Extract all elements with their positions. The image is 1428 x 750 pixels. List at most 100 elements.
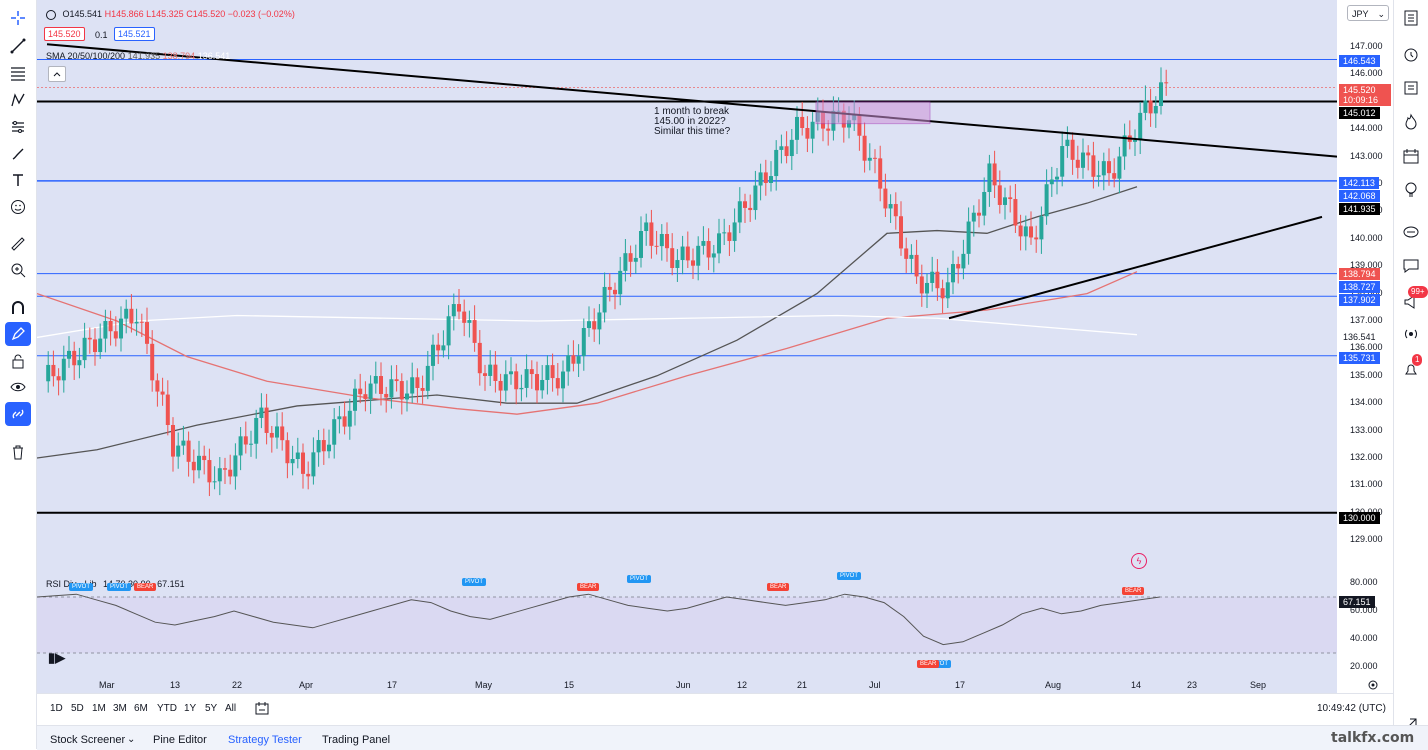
candle-body bbox=[1112, 173, 1117, 179]
pattern-icon[interactable] bbox=[5, 88, 31, 112]
candle-body bbox=[1091, 155, 1096, 177]
chats-icon[interactable] bbox=[1398, 254, 1424, 278]
left-drawing-toolbar bbox=[0, 0, 37, 749]
fib-retracement-icon[interactable] bbox=[5, 61, 31, 85]
range-5y[interactable]: 5Y bbox=[205, 703, 218, 714]
sell-price-chip[interactable]: 145.520 bbox=[44, 27, 85, 41]
candle-body bbox=[77, 360, 82, 366]
sma100-line bbox=[36, 314, 1138, 339]
price-chart[interactable] bbox=[36, 0, 1338, 693]
candle-body bbox=[425, 365, 430, 391]
range-ytd[interactable]: YTD bbox=[157, 703, 177, 714]
candle-body bbox=[566, 355, 571, 372]
eye-icon[interactable] bbox=[5, 375, 31, 399]
chart-pane[interactable]: 1 month to break 145.00 in 2022? Similar… bbox=[36, 0, 1338, 693]
clock-timezone[interactable]: 10:49:42 (UTC) bbox=[1317, 703, 1386, 714]
calendar-icon[interactable] bbox=[1398, 144, 1424, 168]
hotlist-flame-icon[interactable] bbox=[1398, 110, 1424, 134]
collapse-legend-button[interactable] bbox=[48, 66, 66, 82]
zoom-in-icon[interactable] bbox=[5, 258, 31, 282]
streams-icon[interactable] bbox=[1398, 220, 1424, 244]
candle-body bbox=[306, 473, 311, 477]
candle-body bbox=[1164, 82, 1169, 84]
range-1m[interactable]: 1M bbox=[92, 703, 106, 714]
candle-body bbox=[1138, 112, 1143, 141]
sync-drawings-icon[interactable] bbox=[5, 402, 31, 426]
data-window-icon[interactable] bbox=[1398, 76, 1424, 100]
buy-price-chip[interactable]: 145.521 bbox=[114, 27, 155, 41]
chart-annotation-text[interactable]: 1 month to break 145.00 in 2022? Similar… bbox=[654, 106, 731, 137]
price-label-142068: 142.068 bbox=[1339, 190, 1380, 202]
range-5d[interactable]: 5D bbox=[71, 703, 84, 714]
candle-body bbox=[810, 121, 815, 139]
candle-body bbox=[514, 371, 519, 390]
currency-select[interactable]: JPY ⌄ bbox=[1347, 5, 1389, 21]
candle-body bbox=[1122, 135, 1127, 157]
crosshair-icon[interactable] bbox=[5, 6, 31, 30]
candle-body bbox=[654, 245, 659, 247]
candle-body bbox=[550, 365, 555, 379]
range-3m[interactable]: 3M bbox=[113, 703, 127, 714]
candle-body bbox=[1049, 179, 1054, 185]
candle-body bbox=[685, 246, 690, 261]
price-tick-label: 135.000 bbox=[1350, 369, 1383, 380]
broadcast-icon[interactable] bbox=[1398, 322, 1424, 346]
stay-in-drawing-mode-icon[interactable] bbox=[5, 322, 31, 346]
highlight-box bbox=[815, 101, 931, 125]
trend-line-icon[interactable] bbox=[5, 34, 31, 58]
candle-body bbox=[98, 338, 103, 353]
rsi-tick-label: 80.000 bbox=[1350, 577, 1378, 587]
tab-strategy-tester[interactable]: Strategy Tester bbox=[228, 734, 302, 746]
ideas-lightbulb-icon[interactable] bbox=[1398, 178, 1424, 202]
date-range-bar: 1D 5D 1M 3M 6M YTD 1Y 5Y All 10:49:42 (U… bbox=[37, 693, 1393, 724]
candle-body bbox=[555, 378, 560, 389]
sma50-value: 138.794 bbox=[162, 51, 196, 61]
candle-body bbox=[618, 270, 623, 295]
tradingview-logo-icon[interactable]: ▮▶ bbox=[48, 650, 66, 665]
candle-body bbox=[358, 388, 363, 395]
candle-body bbox=[607, 286, 612, 290]
trash-icon[interactable] bbox=[5, 440, 31, 464]
candle-body bbox=[992, 163, 997, 186]
prediction-icon[interactable] bbox=[5, 115, 31, 139]
candle-body bbox=[961, 253, 966, 269]
sma-legend-label: SMA 20/50/100/200 bbox=[46, 51, 126, 61]
range-all[interactable]: All bbox=[225, 703, 237, 714]
range-6m[interactable]: 6M bbox=[134, 703, 148, 714]
chevron-down-icon[interactable]: ⌄ bbox=[127, 734, 136, 745]
candle-body bbox=[789, 139, 794, 157]
brush-icon[interactable] bbox=[5, 142, 31, 166]
ohlc-high: H145.866 bbox=[104, 9, 144, 19]
ruler-icon[interactable] bbox=[5, 232, 31, 256]
range-1d[interactable]: 1D bbox=[50, 703, 63, 714]
candle-body bbox=[919, 276, 924, 294]
go-to-date-icon[interactable] bbox=[255, 701, 269, 720]
candle-body bbox=[1153, 105, 1158, 114]
notifications-megaphone-icon[interactable] bbox=[1398, 290, 1424, 314]
settings-gear-icon[interactable] bbox=[1367, 678, 1379, 696]
tab-stock-screener[interactable]: Stock Screener bbox=[50, 734, 126, 746]
tab-trading-panel[interactable]: Trading Panel bbox=[322, 734, 391, 746]
candle-body bbox=[1117, 156, 1122, 179]
emoji-icon[interactable] bbox=[5, 195, 31, 219]
alerts-bell-icon[interactable] bbox=[1398, 358, 1424, 382]
price-axis[interactable]: 147.000146.000145.000144.000143.000142.0… bbox=[1337, 0, 1393, 693]
watchlist-icon[interactable] bbox=[1398, 6, 1424, 30]
rsi-tick-label: 20.000 bbox=[1350, 661, 1378, 671]
lightning-icon[interactable]: ϟ bbox=[1131, 553, 1147, 569]
price-tick-label: 137.000 bbox=[1350, 315, 1383, 325]
candle-body bbox=[883, 188, 888, 209]
rsi-legend-value: 67.151 bbox=[157, 579, 185, 589]
chevron-up-icon bbox=[53, 72, 61, 77]
range-1y[interactable]: 1Y bbox=[184, 703, 197, 714]
candle-body bbox=[982, 191, 987, 216]
alarm-clock-icon[interactable] bbox=[1398, 42, 1424, 66]
magnet-icon[interactable] bbox=[5, 296, 31, 320]
candle-body bbox=[446, 316, 451, 346]
symbol-status-icon bbox=[46, 9, 56, 20]
price-tick-label: 136.000 bbox=[1350, 342, 1383, 353]
time-axis-label: 17 bbox=[955, 680, 966, 690]
tab-pine-editor[interactable]: Pine Editor bbox=[153, 734, 207, 746]
lock-icon[interactable] bbox=[5, 349, 31, 373]
text-icon[interactable] bbox=[5, 168, 31, 192]
